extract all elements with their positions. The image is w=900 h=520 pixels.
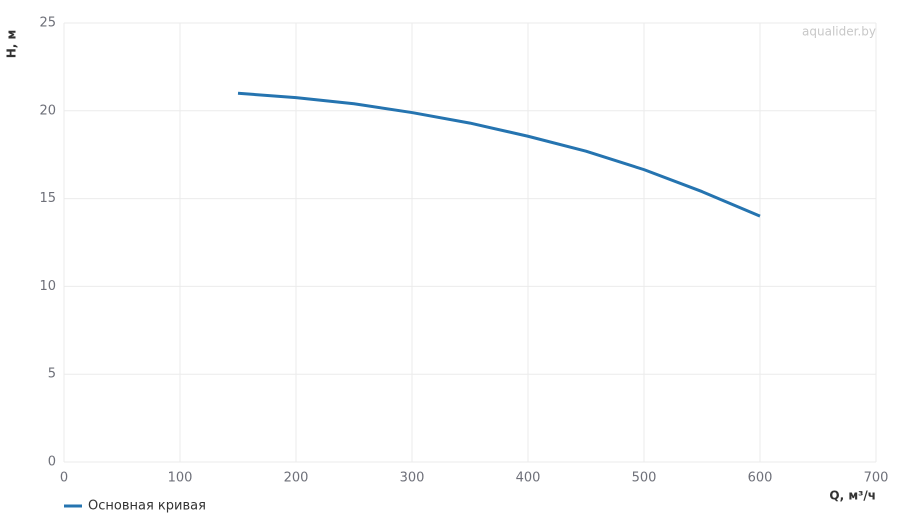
x-tick-label: 100	[168, 471, 193, 486]
x-axis-title: Q, м³/ч	[829, 489, 876, 503]
x-tick-label: 200	[284, 471, 309, 486]
x-tick-label: 600	[748, 471, 773, 486]
x-tick-label: 700	[864, 471, 889, 486]
y-tick-label: 25	[39, 16, 56, 31]
x-tick-label: 300	[400, 471, 425, 486]
y-tick-label: 0	[48, 455, 56, 470]
y-axis-title: H, м	[5, 30, 19, 59]
x-tick-label: 500	[632, 471, 657, 486]
legend-label: Основная кривая	[88, 499, 206, 514]
line	[237, 91, 761, 218]
y-tick-label: 5	[48, 367, 56, 382]
y-tick-label: 15	[39, 191, 56, 206]
x-tick-label: 0	[60, 471, 68, 486]
y-tick-label: 10	[39, 279, 56, 294]
watermark: aqualider.by	[802, 25, 876, 39]
x-tick-label: 400	[516, 471, 541, 486]
y-tick-label: 20	[39, 103, 56, 118]
